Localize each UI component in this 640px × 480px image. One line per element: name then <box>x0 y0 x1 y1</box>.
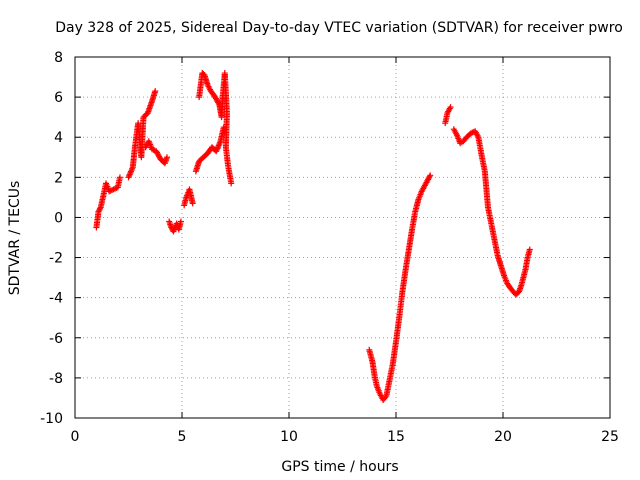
x-tick-label-2: 10 <box>280 429 298 445</box>
y-tick-label-3: -4 <box>49 291 63 307</box>
x-tick-label-5: 25 <box>601 429 619 445</box>
plot-frame <box>74 56 611 419</box>
y-axis-ticks: -10 -8 -6 -4 -2 0 2 4 6 8 <box>40 50 610 427</box>
y-tick-label-0: -10 <box>40 411 63 427</box>
x-tick-label-0: 0 <box>71 429 80 445</box>
data-point-195 <box>177 218 184 225</box>
y-tick-label-7: 4 <box>54 130 63 146</box>
y-tick-label-1: -8 <box>49 371 63 387</box>
data-point-576 <box>427 172 434 179</box>
y-tick-label-5: 0 <box>54 210 63 226</box>
y-axis-label: SDTVAR / TECUs <box>7 181 23 296</box>
x-tick-label-1: 5 <box>178 429 187 445</box>
y-tick-label-9: 8 <box>54 50 63 66</box>
y-tick-label-8: 6 <box>54 90 63 106</box>
data-point-745 <box>526 246 533 253</box>
y-tick-label-2: -6 <box>49 331 63 347</box>
data-point-587 <box>447 104 454 111</box>
plot-border <box>74 56 611 419</box>
data-point-215 <box>189 200 196 207</box>
y-tick-label-4: -2 <box>49 251 63 267</box>
data-point-45 <box>116 174 123 181</box>
data-point-575 <box>426 173 433 180</box>
data-point-12 <box>96 205 103 212</box>
data-point-173 <box>164 154 171 161</box>
x-tick-label-3: 15 <box>387 429 405 445</box>
data-points <box>93 70 533 403</box>
x-tick-label-4: 20 <box>494 429 512 445</box>
data-point-146 <box>152 88 159 95</box>
data-point-435 <box>382 394 389 401</box>
chart-title: Day 328 of 2025, Sidereal Day-to-day VTE… <box>55 20 623 36</box>
data-point-400 <box>228 180 235 187</box>
x-axis-label: GPS time / hours <box>281 459 398 475</box>
grid-lines <box>75 57 610 418</box>
y-tick-label-6: 2 <box>54 170 63 186</box>
x-axis-ticks: 0 5 10 15 20 25 <box>71 57 619 445</box>
